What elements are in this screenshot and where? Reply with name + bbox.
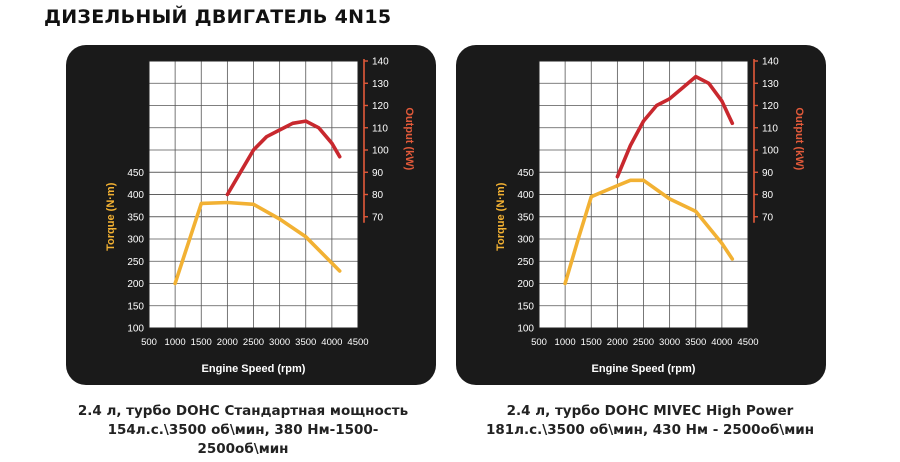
chart-standard-power: 500 1000 1500 2000 2500 3000 3500 4000 4500 100 15…: [66, 45, 436, 385]
x-tick-label: 1500: [581, 337, 602, 348]
y-left-tick-label: 300: [127, 235, 144, 246]
caption-line: 2.4 л, турбо DOHC MIVEC High Power: [506, 403, 794, 419]
caption-standard-power: 2.4 л, турбо DOHC Стандартная мощность 1…: [43, 402, 443, 459]
y-left-tick-label: 350: [517, 212, 534, 223]
y-right-tick-label: 70: [762, 212, 774, 223]
x-tick-label: 2500: [633, 337, 654, 348]
y-right-tick-label: 80: [372, 190, 384, 201]
chart-standard-power-svg: 500 1000 1500 2000 2500 3000 3500 4000 4500 100 15…: [66, 45, 436, 385]
x-tick-label: 4500: [347, 337, 368, 348]
x-tick-label: 500: [141, 337, 157, 348]
x-tick-label: 1500: [191, 337, 212, 348]
x-tick-label: 4000: [321, 337, 342, 348]
y-left-axis-label: Torque (N·m): [105, 182, 117, 251]
chart-mivec-high-power-svg: 500 1000 1500 2000 2500 3000 3500 4000 4500 100 15…: [456, 45, 826, 385]
y-left-tick-label: 200: [517, 279, 534, 290]
y-left-tick-label: 200: [127, 279, 144, 290]
y-left-tick-label: 150: [127, 301, 144, 312]
y-left-tick-label: 100: [517, 324, 534, 335]
y-left-tick-label: 250: [517, 257, 534, 268]
caption-line: 2500об\мин: [197, 441, 289, 457]
y-right-tick-label: 70: [372, 212, 384, 223]
y-right-tick-label: 90: [372, 168, 384, 179]
x-tick-label: 3000: [659, 337, 680, 348]
y-left-tick-label: 300: [517, 235, 534, 246]
output-series-line: [615, 74, 735, 179]
x-tick-label: 4500: [737, 337, 758, 348]
x-axis-label: Engine Speed (rpm): [202, 363, 306, 375]
x-tick-label: 3500: [295, 337, 316, 348]
y-left-tick-label: 150: [517, 301, 534, 312]
y-right-tick-label: 140: [762, 57, 779, 68]
y-right-tick-label: 110: [372, 123, 388, 134]
y-right-tick-label: 130: [372, 79, 389, 90]
y-left-tick-label: 100: [127, 324, 144, 335]
y-right-tick-label: 100: [372, 146, 389, 157]
x-tick-label: 2000: [607, 337, 628, 348]
y-right-tick-label: 110: [762, 123, 778, 134]
x-axis-label: Engine Speed (rpm): [592, 363, 696, 375]
plot-border: [148, 60, 359, 329]
y-right-tick-label: 100: [762, 146, 779, 157]
y-left-axis-label: Torque (N·m): [495, 182, 507, 251]
page-title: ДИЗЕЛЬНЫЙ ДВИГАТЕЛЬ 4N15: [44, 6, 392, 28]
y-right-tick-label: 120: [372, 101, 389, 112]
x-tick-label: 1000: [165, 337, 186, 348]
x-tick-label: 2000: [217, 337, 238, 348]
caption-mivec-high-power: 2.4 л, турбо DOHC MIVEC High Power 181л.…: [450, 402, 850, 440]
output-series-line: [225, 119, 342, 197]
y-left-tick-label: 400: [127, 190, 144, 201]
plot-border: [538, 60, 749, 329]
y-left-tick-label: 250: [127, 257, 144, 268]
x-tick-label: 1000: [555, 337, 576, 348]
y-right-tick-label: 140: [372, 57, 389, 68]
y-left-tick-label: 450: [127, 168, 144, 179]
y-right-axis-label: Output (kW): [403, 107, 415, 170]
chart-mivec-high-power: 500 1000 1500 2000 2500 3000 3500 4000 4500 100 15…: [456, 45, 826, 385]
y-left-tick-label: 400: [517, 190, 534, 201]
x-tick-label: 4000: [711, 337, 732, 348]
caption-line: 181л.с.\3500 об\мин, 430 Нм - 2500об\мин: [485, 422, 815, 438]
y-right-tick-label: 90: [762, 168, 774, 179]
y-right-tick-label: 80: [762, 190, 774, 201]
y-left-tick-label: 350: [127, 212, 144, 223]
torque-series-line: [173, 200, 342, 286]
caption-line: 2.4 л, турбо DOHC Стандартная мощность: [77, 403, 409, 419]
x-tick-label: 3000: [269, 337, 290, 348]
x-tick-label: 2500: [243, 337, 264, 348]
y-right-axis-label: Output (kW): [793, 107, 805, 170]
torque-series-line: [563, 178, 735, 286]
y-right-tick-label: 120: [762, 101, 779, 112]
x-tick-label: 3500: [685, 337, 706, 348]
y-right-tick-label: 130: [762, 79, 779, 90]
x-tick-label: 500: [531, 337, 547, 348]
y-left-tick-label: 450: [517, 168, 534, 179]
caption-line: 154л.с.\3500 об\мин, 380 Нм-1500-: [107, 422, 379, 438]
